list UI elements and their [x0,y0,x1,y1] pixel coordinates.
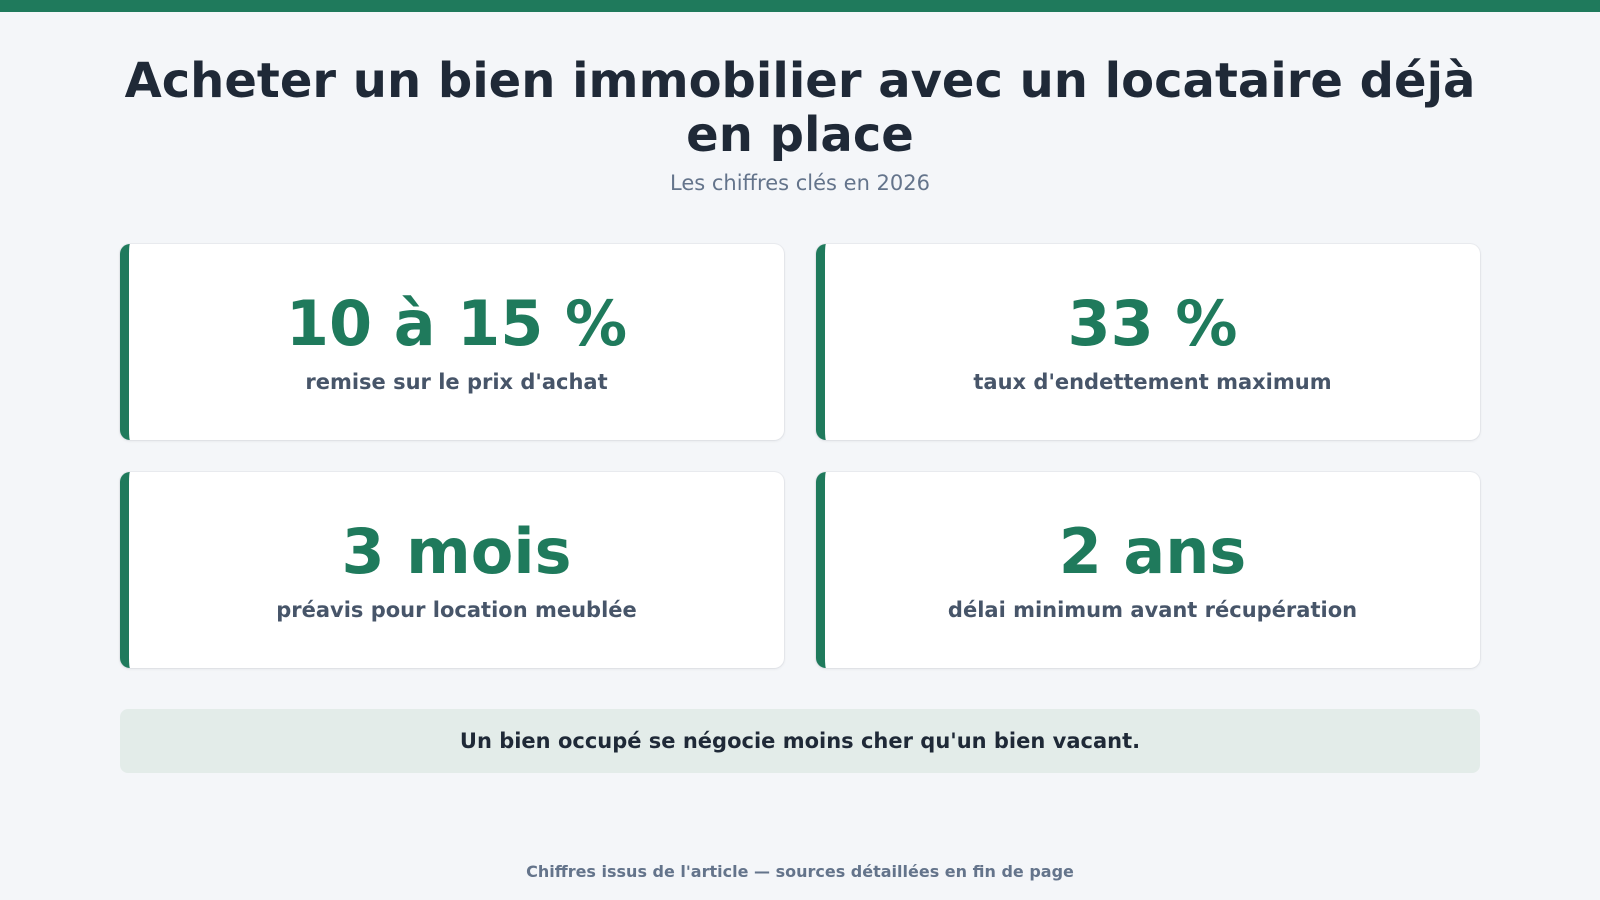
source-note: Chiffres issus de l'article — sources dé… [526,862,1074,881]
key-takeaway-banner: Un bien occupé se négocie moins cher qu'… [120,709,1480,773]
stat-value: 3 mois [341,515,572,588]
page-header: Acheter un bien immobilier avec un locat… [100,54,1500,196]
stat-label: remise sur le prix d'achat [305,370,608,394]
key-takeaway-text: Un bien occupé se négocie moins cher qu'… [459,729,1141,753]
stat-card-debt-ratio: 33 % taux d'endettement maximum [816,244,1480,440]
stat-card-discount: 10 à 15 % remise sur le prix d'achat [120,244,784,440]
stat-label: délai minimum avant récupération [947,598,1358,622]
page-subtitle: Les chiffres clés en 2026 [670,171,930,195]
stat-value: 10 à 15 % [285,287,628,360]
stat-label: taux d'endettement maximum [973,370,1332,394]
stat-card-notice-period: 3 mois préavis pour location meublée [120,472,784,668]
stat-label: préavis pour location meublée [276,598,637,622]
page-title: Acheter un bien immobilier avec un locat… [124,53,1476,163]
stats-grid: 10 à 15 % remise sur le prix d'achat 33 … [120,244,1480,668]
stat-value: 33 % [1067,287,1238,360]
stat-card-recovery-delay: 2 ans délai minimum avant récupération [816,472,1480,668]
stat-value: 2 ans [1058,515,1247,588]
top-accent-bar [0,0,1600,12]
